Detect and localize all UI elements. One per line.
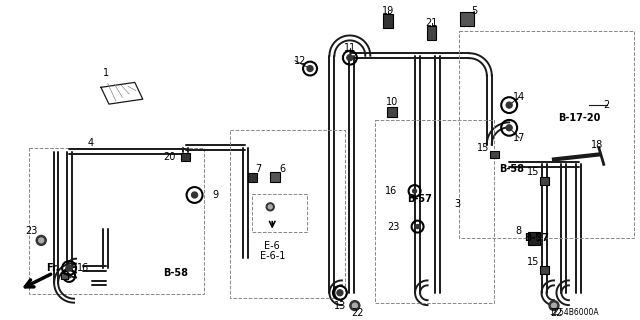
Text: 22: 22	[550, 308, 563, 317]
Text: 18: 18	[591, 140, 603, 150]
Text: 5: 5	[471, 6, 477, 16]
Circle shape	[39, 238, 44, 243]
Circle shape	[36, 236, 46, 245]
Text: B-17-20: B-17-20	[557, 113, 600, 123]
Text: 9: 9	[212, 190, 218, 200]
Text: 15: 15	[477, 143, 489, 153]
Bar	[460, 31, 634, 238]
Circle shape	[347, 55, 353, 61]
Bar	[270, 172, 280, 182]
Circle shape	[337, 290, 343, 296]
Text: Fr.: Fr.	[47, 263, 60, 273]
Text: 19: 19	[381, 6, 394, 16]
Bar	[181, 154, 190, 161]
Text: 15: 15	[527, 167, 539, 177]
Text: 22: 22	[351, 308, 364, 317]
Circle shape	[268, 205, 272, 209]
Text: 14: 14	[513, 92, 525, 102]
Text: B-58: B-58	[499, 164, 524, 174]
Text: 16: 16	[385, 186, 397, 196]
Text: 15: 15	[527, 257, 539, 267]
Bar	[426, 26, 436, 40]
Text: 11: 11	[344, 43, 356, 53]
Circle shape	[66, 265, 72, 271]
Text: 3: 3	[454, 199, 460, 209]
Circle shape	[506, 102, 512, 108]
Bar	[230, 130, 345, 298]
Text: 23: 23	[25, 226, 38, 236]
Circle shape	[191, 192, 198, 198]
Text: 13: 13	[334, 300, 346, 311]
Text: 23: 23	[387, 221, 399, 232]
Text: 1Z54B6000A: 1Z54B6000A	[549, 308, 599, 317]
Bar	[248, 173, 257, 182]
Circle shape	[307, 66, 313, 71]
Circle shape	[350, 301, 360, 310]
Circle shape	[266, 203, 274, 211]
Circle shape	[552, 303, 556, 308]
Text: 6: 6	[279, 164, 285, 174]
Bar	[383, 14, 393, 28]
Text: 20: 20	[163, 152, 175, 163]
Bar	[61, 273, 68, 279]
Text: 12: 12	[294, 56, 307, 66]
Text: 8: 8	[515, 226, 521, 236]
Bar	[375, 120, 494, 303]
Circle shape	[506, 125, 512, 131]
Text: E-6-1: E-6-1	[260, 251, 285, 261]
Text: 21: 21	[426, 18, 438, 28]
Circle shape	[415, 225, 420, 228]
Bar	[460, 12, 474, 26]
Text: 10: 10	[385, 97, 398, 107]
Bar	[540, 177, 548, 185]
Text: E-6: E-6	[264, 241, 280, 251]
Bar	[528, 232, 540, 245]
Bar	[490, 150, 499, 158]
Text: 17: 17	[513, 133, 525, 143]
Text: 2: 2	[604, 100, 610, 110]
Bar	[387, 107, 397, 117]
Bar	[29, 148, 204, 294]
Circle shape	[413, 189, 417, 193]
Bar	[252, 194, 307, 232]
Bar	[540, 266, 548, 274]
Text: B-57: B-57	[407, 194, 432, 204]
Text: 4: 4	[88, 138, 94, 148]
Text: B-58: B-58	[163, 268, 188, 278]
Text: 16: 16	[77, 263, 89, 273]
Circle shape	[549, 301, 559, 310]
Text: 7: 7	[255, 164, 261, 174]
Text: B-57: B-57	[525, 234, 550, 244]
Circle shape	[353, 303, 357, 308]
Text: 1: 1	[103, 68, 109, 77]
Circle shape	[67, 274, 71, 278]
